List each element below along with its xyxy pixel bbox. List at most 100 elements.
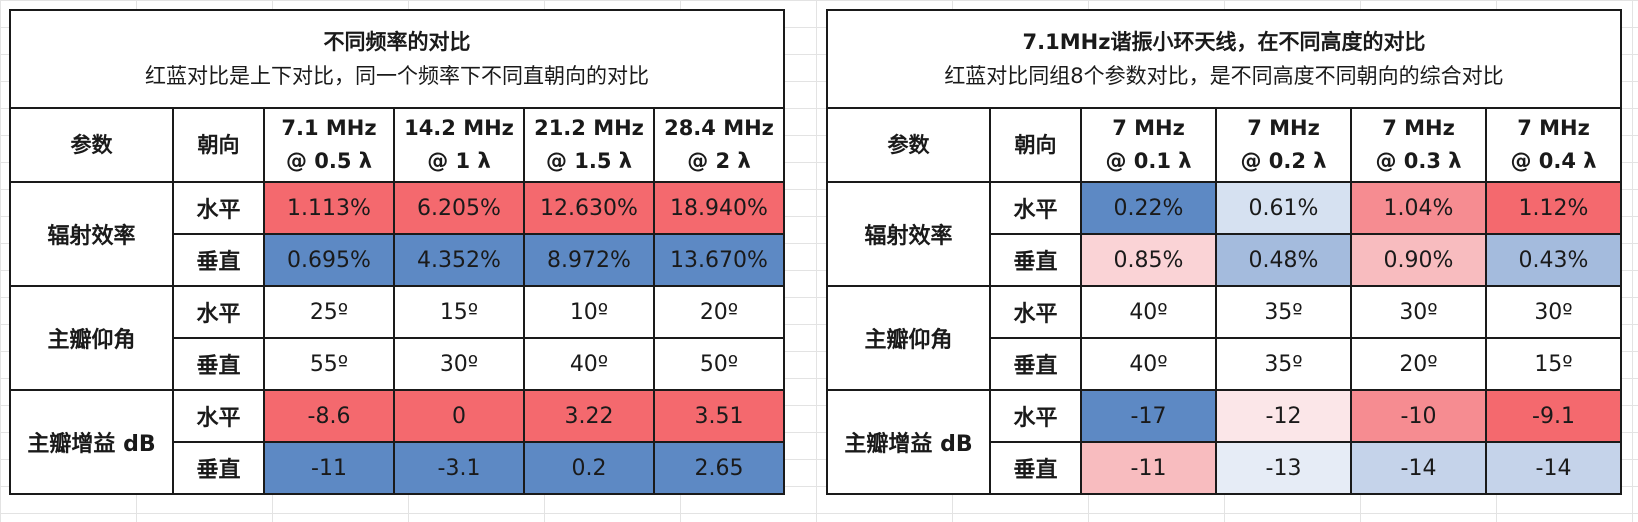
data-cell[interactable]: 30º (393, 337, 525, 391)
direction-horizontal[interactable]: 水平 (172, 181, 265, 235)
data-cell[interactable]: 55º (263, 337, 395, 391)
direction-vertical[interactable]: 垂直 (989, 233, 1082, 287)
header-param[interactable]: 参数 (9, 107, 174, 183)
data-cell[interactable]: -10 (1350, 389, 1487, 443)
header-col-1[interactable]: 7 MHz @ 0.1 λ (1080, 107, 1217, 183)
data-cell[interactable]: 3.51 (653, 389, 785, 443)
height-comparison-panel: 7.1MHz谐振小环天线，在不同高度的对比 红蓝对比同组8个参数对比，是不同高度… (826, 9, 1622, 495)
data-cell[interactable]: 40º (1080, 337, 1217, 391)
data-cell[interactable]: 4.352% (393, 233, 525, 287)
table-subtitle: 红蓝对比同组8个参数对比，是不同高度不同朝向的综合对比 (944, 64, 1504, 88)
data-cell[interactable]: 2.65 (653, 441, 785, 495)
header-col-line1: 21.2 MHz (534, 116, 644, 140)
group-label-elevation[interactable]: 主瓣仰角 (9, 285, 174, 391)
data-cell[interactable]: 20º (653, 285, 785, 339)
data-cell[interactable]: 0.43% (1485, 233, 1622, 287)
group-label-elevation[interactable]: 主瓣仰角 (826, 285, 991, 391)
data-cell[interactable]: 0.48% (1215, 233, 1352, 287)
data-cell[interactable]: -12 (1215, 389, 1352, 443)
data-cell[interactable]: -13 (1215, 441, 1352, 495)
table-title-cell[interactable]: 不同频率的对比 红蓝对比是上下对比，同一个频率下不同直朝向的对比 (9, 9, 785, 109)
data-cell[interactable]: 0.2 (523, 441, 655, 495)
header-col-3[interactable]: 21.2 MHz @ 1.5 λ (523, 107, 655, 183)
header-col-line2: @ 0.1 λ (1105, 149, 1192, 173)
data-cell[interactable]: 8.972% (523, 233, 655, 287)
direction-vertical[interactable]: 垂直 (989, 337, 1082, 391)
header-col-line1: 7 MHz (1382, 116, 1455, 140)
data-cell[interactable]: 0.90% (1350, 233, 1487, 287)
header-col-4[interactable]: 7 MHz @ 0.4 λ (1485, 107, 1622, 183)
group-label-gain[interactable]: 主瓣增益 dB (826, 389, 991, 495)
data-cell[interactable]: 0.22% (1080, 181, 1217, 235)
direction-horizontal[interactable]: 水平 (172, 389, 265, 443)
data-cell[interactable]: 12.630% (523, 181, 655, 235)
data-cell[interactable]: -11 (1080, 441, 1217, 495)
data-cell[interactable]: 10º (523, 285, 655, 339)
data-cell[interactable]: -14 (1350, 441, 1487, 495)
data-cell[interactable]: 40º (523, 337, 655, 391)
data-cell[interactable]: 0.61% (1215, 181, 1352, 235)
header-col-1[interactable]: 7.1 MHz @ 0.5 λ (263, 107, 395, 183)
data-cell[interactable]: 20º (1350, 337, 1487, 391)
header-col-line2: @ 1.5 λ (545, 149, 633, 173)
data-cell[interactable]: 30º (1485, 285, 1622, 339)
group-label-efficiency[interactable]: 辐射效率 (826, 181, 991, 287)
data-cell[interactable]: 50º (653, 337, 785, 391)
direction-vertical[interactable]: 垂直 (172, 441, 265, 495)
data-cell[interactable]: 13.670% (653, 233, 785, 287)
header-col-3[interactable]: 7 MHz @ 0.3 λ (1350, 107, 1487, 183)
direction-horizontal[interactable]: 水平 (989, 389, 1082, 443)
data-cell[interactable]: -17 (1080, 389, 1217, 443)
direction-horizontal[interactable]: 水平 (172, 285, 265, 339)
table-title-cell[interactable]: 7.1MHz谐振小环天线，在不同高度的对比 红蓝对比同组8个参数对比，是不同高度… (826, 9, 1622, 109)
header-col-line1: 28.4 MHz (664, 116, 774, 140)
frequency-comparison-table: 不同频率的对比 红蓝对比是上下对比，同一个频率下不同直朝向的对比 参数 朝向 7… (9, 9, 785, 495)
data-cell[interactable]: 30º (1350, 285, 1487, 339)
data-cell[interactable]: -14 (1485, 441, 1622, 495)
data-cell[interactable]: 15º (393, 285, 525, 339)
group-label-efficiency[interactable]: 辐射效率 (9, 181, 174, 287)
data-cell[interactable]: 15º (1485, 337, 1622, 391)
table-subtitle: 红蓝对比是上下对比，同一个频率下不同直朝向的对比 (145, 64, 649, 88)
header-direction[interactable]: 朝向 (172, 107, 265, 183)
data-cell[interactable]: 1.113% (263, 181, 395, 235)
data-cell[interactable]: 6.205% (393, 181, 525, 235)
header-col-2[interactable]: 7 MHz @ 0.2 λ (1215, 107, 1352, 183)
data-cell[interactable]: -8.6 (263, 389, 395, 443)
header-col-line2: @ 2 λ (687, 149, 751, 173)
data-cell[interactable]: -9.1 (1485, 389, 1622, 443)
data-cell[interactable]: 1.12% (1485, 181, 1622, 235)
data-cell[interactable]: 0.85% (1080, 233, 1217, 287)
header-col-2[interactable]: 14.2 MHz @ 1 λ (393, 107, 525, 183)
data-cell[interactable]: -11 (263, 441, 395, 495)
data-cell[interactable]: 0.695% (263, 233, 395, 287)
data-cell[interactable]: -3.1 (393, 441, 525, 495)
data-cell[interactable]: 1.04% (1350, 181, 1487, 235)
direction-vertical[interactable]: 垂直 (989, 441, 1082, 495)
data-cell[interactable]: 35º (1215, 285, 1352, 339)
data-cell[interactable]: 25º (263, 285, 395, 339)
header-col-line1: 7 MHz (1112, 116, 1185, 140)
header-col-line2: @ 1 λ (427, 149, 491, 173)
header-direction[interactable]: 朝向 (989, 107, 1082, 183)
header-col-line1: 7.1 MHz (281, 116, 377, 140)
header-col-4[interactable]: 28.4 MHz @ 2 λ (653, 107, 785, 183)
header-col-line2: @ 0.2 λ (1240, 149, 1327, 173)
frequency-comparison-panel: 不同频率的对比 红蓝对比是上下对比，同一个频率下不同直朝向的对比 参数 朝向 7… (9, 9, 785, 495)
header-col-line1: 7 MHz (1247, 116, 1320, 140)
data-cell[interactable]: 0 (393, 389, 525, 443)
direction-vertical[interactable]: 垂直 (172, 233, 265, 287)
header-param[interactable]: 参数 (826, 107, 991, 183)
header-col-line2: @ 0.4 λ (1510, 149, 1597, 173)
direction-vertical[interactable]: 垂直 (172, 337, 265, 391)
data-cell[interactable]: 35º (1215, 337, 1352, 391)
direction-horizontal[interactable]: 水平 (989, 181, 1082, 235)
header-col-line2: @ 0.3 λ (1375, 149, 1462, 173)
header-col-line1: 7 MHz (1517, 116, 1590, 140)
group-label-gain[interactable]: 主瓣增益 dB (9, 389, 174, 495)
data-cell[interactable]: 18.940% (653, 181, 785, 235)
data-cell[interactable]: 3.22 (523, 389, 655, 443)
data-cell[interactable]: 40º (1080, 285, 1217, 339)
header-col-line1: 14.2 MHz (404, 116, 514, 140)
direction-horizontal[interactable]: 水平 (989, 285, 1082, 339)
